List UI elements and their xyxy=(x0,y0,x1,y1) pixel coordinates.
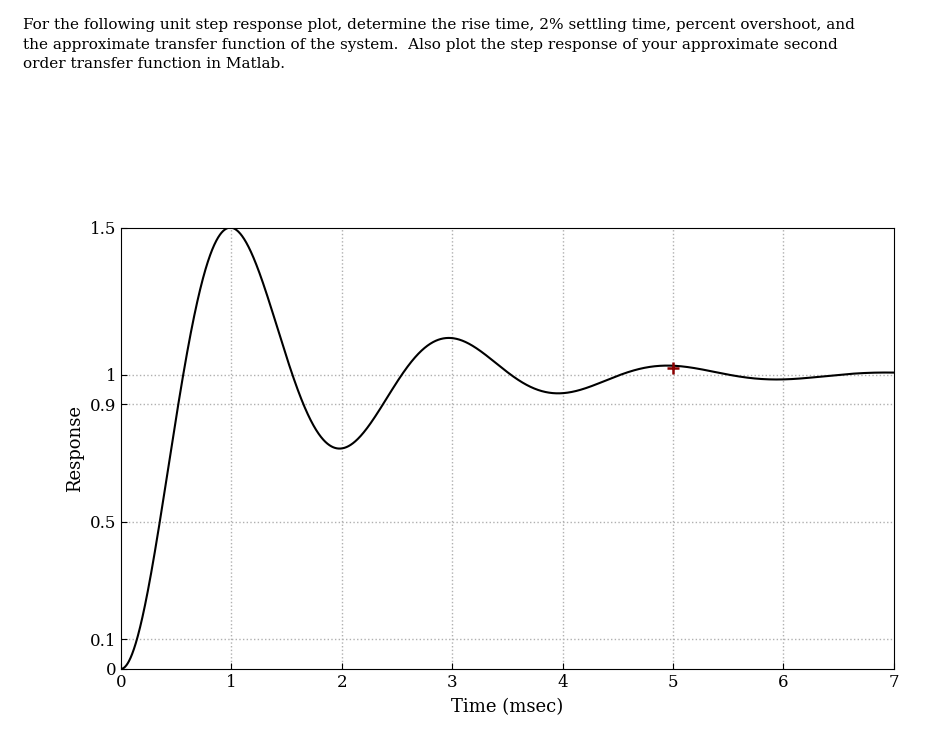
Text: For the following unit step response plot, determine the rise time, 2% settling : For the following unit step response plo… xyxy=(23,18,856,71)
Y-axis label: Response: Response xyxy=(66,405,84,492)
X-axis label: Time (msec): Time (msec) xyxy=(452,698,563,716)
